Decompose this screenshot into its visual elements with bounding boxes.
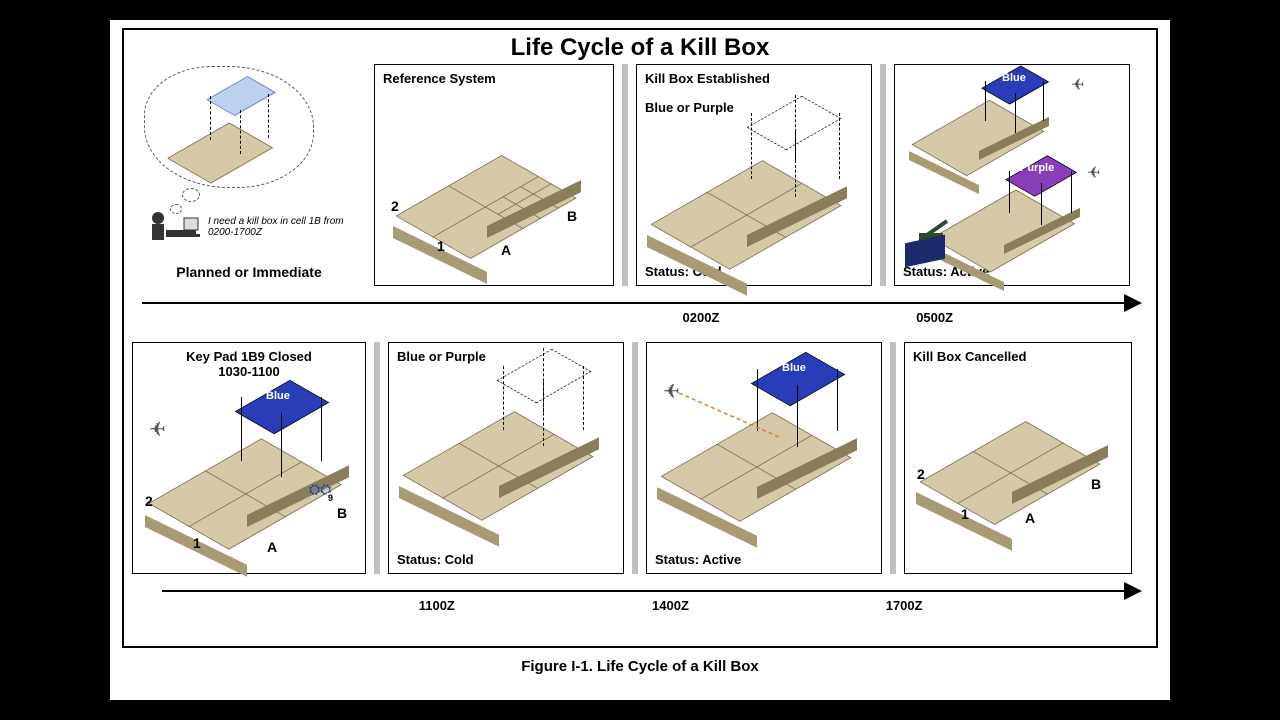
grid-label-B: B (567, 208, 577, 224)
panel-keypad-closed: Key Pad 1B9 Closed 1030-1100 (132, 342, 366, 574)
timeline-1: 0200Z 0500Z (132, 294, 1148, 334)
main-title: Life Cycle of a Kill Box (132, 34, 1148, 62)
figure-caption: Figure I-1. Life Cycle of a Kill Box (122, 658, 1158, 675)
purple-label: Purple (1017, 161, 1057, 175)
planner-text: I need a kill box in cell 1B from 0200-1… (208, 216, 348, 238)
grid-label-1: 1 (437, 238, 445, 254)
time-divider (374, 342, 380, 574)
thought-dot-1 (182, 188, 200, 202)
panel-title: Kill Box Cancelled (913, 349, 1123, 364)
time-tick: 1700Z (886, 598, 923, 613)
reference-terrain: 2 1 A B (383, 90, 605, 279)
row-1: I need a kill box in cell 1B from 0200-1… (132, 64, 1148, 286)
thought-scene: I need a kill box in cell 1B from 0200-1… (140, 70, 358, 264)
wire-cube-edge (839, 113, 840, 179)
time-divider (890, 342, 896, 574)
panel-title-l1: Key Pad 1B9 Closed (141, 349, 357, 364)
keypad-9-label: 9 (327, 493, 334, 503)
active-scene-2: Blue ✈ (655, 349, 873, 552)
grid-label-A: A (1025, 510, 1035, 526)
cancelled-scene: 2 1 A B (913, 368, 1123, 567)
bubble-cube-edge (210, 96, 211, 140)
panel-title-l2: 1030-1100 (141, 364, 357, 379)
grid-label-A: A (501, 242, 511, 258)
timeline-2: 1100Z 1400Z 1700Z (132, 582, 1148, 622)
aircraft-icon: ✈ (1087, 163, 1100, 183)
grid-label-1: 1 (193, 535, 201, 551)
aircraft-icon: ✈ (663, 379, 680, 404)
trajectory-line (679, 387, 789, 447)
panel-sub: Blue or Purple (397, 349, 615, 364)
row-2: Key Pad 1B9 Closed 1030-1100 (132, 342, 1148, 574)
time-tick: 1400Z (652, 598, 689, 613)
blue-label: Blue (999, 71, 1029, 85)
status-text: Status: Cold (645, 264, 863, 279)
panel-label: Planned or Immediate (140, 264, 358, 280)
rows: I need a kill box in cell 1B from 0200-1… (132, 64, 1148, 624)
grid-label-B: B (1091, 476, 1101, 492)
keypad-scene: Blue ✈ ⛭⛭ 9 2 1 A B (141, 383, 357, 567)
cold-scene (397, 364, 615, 552)
page: Life Cycle of a Kill Box (110, 20, 1170, 700)
time-tick: 1100Z (419, 598, 455, 613)
blue-label: Blue (263, 389, 293, 403)
aircraft-icon: ✈ (149, 417, 166, 442)
time-tick: 0200Z (683, 310, 720, 325)
panel-planned: I need a kill box in cell 1B from 0200-1… (132, 64, 366, 286)
panel-cancelled: Kill Box Cancelled 2 1 (904, 342, 1132, 574)
diagram-frame: Life Cycle of a Kill Box (122, 28, 1158, 648)
panel-active-2: Blue ✈ Status: Active (646, 342, 882, 574)
wire-cube-edge (795, 95, 796, 161)
status-text: Status: Active (903, 264, 1121, 279)
bubble-cube-edge (268, 94, 269, 138)
active-scene: Blue ✈ Purple (903, 71, 1121, 264)
grid-label-2: 2 (917, 466, 925, 482)
grid-label-A: A (267, 539, 277, 555)
established-terrain (645, 115, 863, 264)
grid-label-B: B (337, 505, 347, 521)
panel-title: Reference System (383, 71, 605, 86)
friendly-marker (905, 235, 945, 268)
time-divider (880, 64, 886, 286)
panel-established: Kill Box Established Blue or Purple (636, 64, 872, 286)
panel-active-dual: Blue ✈ Purple (894, 64, 1130, 286)
status-text: Status: Active (655, 552, 873, 567)
time-divider (622, 64, 628, 286)
grid-label-2: 2 (391, 198, 399, 214)
status-text: Status: Cold (397, 552, 615, 567)
grid-label-2: 2 (145, 493, 153, 509)
grid-label-1: 1 (961, 506, 969, 522)
time-tick: 0500Z (916, 310, 953, 325)
panel-cold-2: Blue or Purple (388, 342, 624, 574)
wire-cube-edge (751, 113, 752, 179)
panel-reference: Reference System (374, 64, 614, 286)
time-divider (632, 342, 638, 574)
planner-icon (144, 208, 204, 254)
blue-cube-top (235, 380, 330, 434)
blue-label: Blue (779, 361, 809, 375)
aircraft-icon: ✈ (1071, 75, 1084, 95)
bubble-cube-edge (240, 110, 241, 154)
panel-title: Kill Box Established (645, 71, 863, 86)
